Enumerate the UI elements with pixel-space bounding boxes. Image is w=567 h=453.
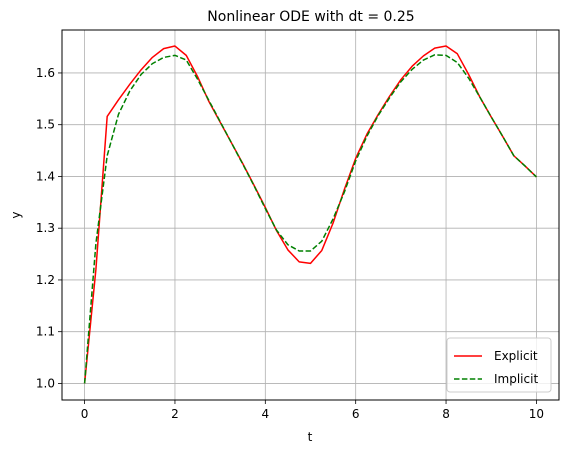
grid-layer (62, 30, 559, 400)
chart-title: Nonlinear ODE with dt = 0.25 (207, 9, 414, 25)
series-line-implicit (83, 54, 537, 384)
y-tick-label: 1.3 (36, 221, 55, 235)
x-tick-label: 8 (442, 407, 450, 421)
x-tick-label: 10 (529, 407, 544, 421)
y-tick-label: 1.5 (36, 118, 55, 132)
x-tick-label: 2 (171, 407, 179, 421)
ticks-layer: 0 2 4 6 8 10 1.0 1.1 1.2 1.3 1.4 1.5 1.6 (36, 66, 544, 421)
y-axis-label: y (9, 211, 23, 218)
y-tick-label: 1.2 (36, 273, 55, 287)
x-tick-label: 4 (261, 407, 269, 421)
x-tick-label: 0 (81, 407, 89, 421)
legend: Explicit Implicit (446, 337, 552, 393)
series-line-explicit (83, 45, 537, 384)
series-layer (83, 45, 537, 384)
legend-label-implicit: Implicit (494, 372, 538, 386)
y-tick-label: 1.1 (36, 325, 55, 339)
y-tick-label: 1.6 (36, 66, 55, 80)
plot-frame (61, 29, 560, 401)
legend-label-explicit: Explicit (494, 349, 538, 363)
x-tick-label: 6 (352, 407, 360, 421)
y-tick-label: 1.0 (36, 376, 55, 390)
x-axis-label: t (308, 430, 313, 444)
y-tick-label: 1.4 (36, 169, 55, 183)
